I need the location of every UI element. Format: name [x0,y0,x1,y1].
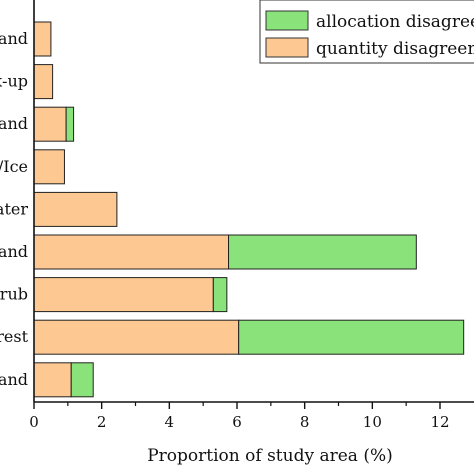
x-tick-label-2: 2 [97,413,107,431]
bar-quantity-3 [33,149,65,185]
bar-quantity-1 [33,64,54,100]
bar-allocation-8 [70,362,94,398]
bar-quantity-5 [33,234,230,270]
bar-quantity-0 [33,21,52,57]
legend: allocation disagreem quantity disagreeme [259,0,474,64]
legend-label-allocation: allocation disagreem [316,12,474,32]
category-label-7: rest [0,327,29,346]
x-tick-label-10: 10 [363,413,382,431]
category-labels: and x-up and/Ice ater and rub rest and [0,29,29,389]
bar-quantity-2 [33,106,67,142]
x-axis-label: Proportion of study area (%) [147,446,393,466]
x-tick-label-8: 8 [300,413,310,431]
bar-allocation-5 [228,234,417,270]
bar-allocation-7 [238,319,465,355]
x-tick-label-12: 12 [430,413,449,431]
category-label-1: x-up [0,72,28,91]
bar-allocation-6 [212,277,228,313]
legend-label-quantity: quantity disagreeme [316,39,474,59]
bar-quantity-4 [33,191,118,227]
x-tick-group: 0 2 4 6 8 10 12 [29,402,450,431]
legend-swatch-allocation [265,10,309,31]
bar-allocation-2 [65,106,75,142]
category-label-4: ater [0,199,28,218]
x-tick-label-6: 6 [232,413,242,431]
category-label-3: /Ice [0,157,28,176]
bar-quantity-7 [33,319,240,355]
category-label-2: and [0,114,28,133]
category-label-0: and [0,29,28,48]
category-label-6: rub [0,285,28,304]
bar-quantity-6 [33,277,214,313]
category-label-8: and [0,370,28,389]
axes [33,0,474,403]
x-tick-label-4: 4 [165,413,175,431]
bar-quantity-8 [33,362,72,398]
x-tick-label-0: 0 [29,413,39,431]
bar-layer [33,21,465,398]
category-label-5: and [0,242,28,261]
legend-swatch-quantity [265,37,309,58]
